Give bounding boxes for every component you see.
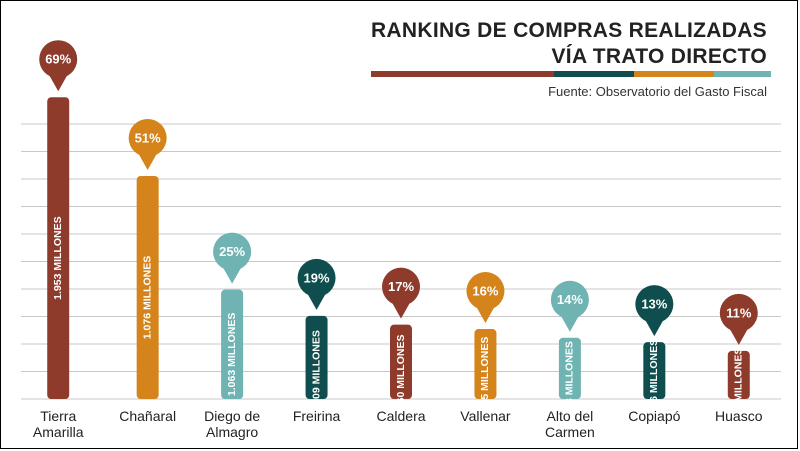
bar xyxy=(474,329,497,399)
category-label-line: Freirina xyxy=(293,408,341,424)
value-label: 11% xyxy=(726,305,752,320)
bar xyxy=(136,175,159,399)
bar-group: 1.953 MILLONES 69% Tierra Amarilla xyxy=(33,40,84,440)
bar-amount-label: 460 MILLONES xyxy=(395,334,407,409)
bar-amount-label: 1.076 MILLONES xyxy=(141,256,153,339)
value-pin xyxy=(466,272,505,311)
value-pin xyxy=(382,267,420,306)
chart-source: Fuente: Observatorio del Gasto Fiscal xyxy=(548,84,767,99)
value-pin-tail xyxy=(729,328,748,345)
value-pin xyxy=(128,118,167,157)
bar-group: 545 MILLONES 16% Vallenar xyxy=(460,272,511,424)
bar xyxy=(727,350,750,399)
category-label: Copiapó xyxy=(628,408,680,424)
category-label: Huasco xyxy=(715,408,763,424)
category-label: Freirina xyxy=(293,408,341,424)
value-label: 17% xyxy=(388,279,414,294)
value-label: 19% xyxy=(304,270,330,285)
value-pin xyxy=(213,232,252,271)
bar-group: 309 MILLONES 19% Freirina xyxy=(293,258,341,424)
bar xyxy=(47,97,70,400)
category-label-line: Vallenar xyxy=(460,408,511,424)
value-label: 14% xyxy=(557,292,583,307)
value-label: 16% xyxy=(472,283,498,298)
value-pin-tail xyxy=(307,293,326,310)
category-label: Tierra Amarilla xyxy=(33,408,84,440)
bar-group: 287 MILLONES 11% Huasco xyxy=(715,293,763,424)
bar xyxy=(221,289,244,399)
value-pin xyxy=(719,293,758,332)
category-label: Caldera xyxy=(376,408,425,424)
bar-amount-label: 545 MILLONES xyxy=(479,337,491,412)
category-label-line: Amarilla xyxy=(33,424,84,440)
value-pin xyxy=(39,40,78,79)
bar-amount-label: 1.953 MILLONES xyxy=(52,216,64,299)
chart-title-line1: RANKING DE COMPRAS REALIZADAS xyxy=(370,19,767,42)
bar xyxy=(390,324,412,399)
category-label: Diego de Almagro xyxy=(204,408,260,440)
color-strip-teal-light xyxy=(714,71,771,77)
value-label: 51% xyxy=(135,130,161,145)
value-label: 69% xyxy=(45,52,71,67)
bar xyxy=(305,315,328,399)
category-label-line: Tierra xyxy=(40,408,76,424)
value-pin xyxy=(550,280,589,319)
bar-amount-label: 158 MILLONES xyxy=(564,341,576,416)
value-pin xyxy=(635,285,674,324)
color-strip-orange xyxy=(634,71,714,77)
bar xyxy=(558,337,581,399)
value-pin-tail xyxy=(645,320,664,337)
bar-amount-label: 1.063 MILLONES xyxy=(226,313,238,396)
category-label-line: Caldera xyxy=(376,408,425,424)
bar-amount-label: 287 MILLONES xyxy=(733,348,745,423)
value-label: 25% xyxy=(219,244,245,259)
value-pin-tail xyxy=(49,75,68,92)
category-label-line: Chañaral xyxy=(119,408,176,424)
category-label: Chañaral xyxy=(119,408,176,424)
color-strip-rust xyxy=(371,71,554,77)
value-pin-tail xyxy=(560,315,579,332)
bar-amount-label: 309 MILLONES xyxy=(310,330,322,405)
value-pin-tail xyxy=(476,307,495,324)
bar-group: 158 MILLONES 14% Alto del Carmen xyxy=(545,280,595,440)
value-label: 13% xyxy=(641,297,667,312)
value-pin xyxy=(297,258,336,297)
bar xyxy=(643,342,666,399)
bar-amount-label: 1.306 MILLONES xyxy=(648,339,660,422)
bar-group: 1.063 MILLONES 25% Diego de Almagro xyxy=(204,232,260,440)
category-label: Alto del Carmen xyxy=(545,408,595,440)
category-label-line: Huasco xyxy=(715,408,763,424)
color-strip-teal-dark xyxy=(554,71,634,77)
value-pin-tail xyxy=(223,267,242,284)
title-color-strip xyxy=(371,71,771,77)
category-label-line: Almagro xyxy=(206,424,258,440)
category-label: Vallenar xyxy=(460,408,511,424)
category-label-line: Diego de xyxy=(204,408,260,424)
value-pin-tail xyxy=(138,153,157,170)
category-label-line: Carmen xyxy=(545,424,595,440)
bar-group: 1.306 MILLONES 13% Copiapó xyxy=(628,285,681,424)
bar-group: 460 MILLONES 17% Caldera xyxy=(376,267,426,424)
value-pin-tail xyxy=(392,302,410,319)
chart-title-line2: VÍA TRATO DIRECTO xyxy=(551,45,767,68)
category-label-line: Alto del xyxy=(547,408,594,424)
category-label-line: Copiapó xyxy=(628,408,680,424)
bar-group: 1.076 MILLONES 51% Chañaral xyxy=(119,118,176,424)
